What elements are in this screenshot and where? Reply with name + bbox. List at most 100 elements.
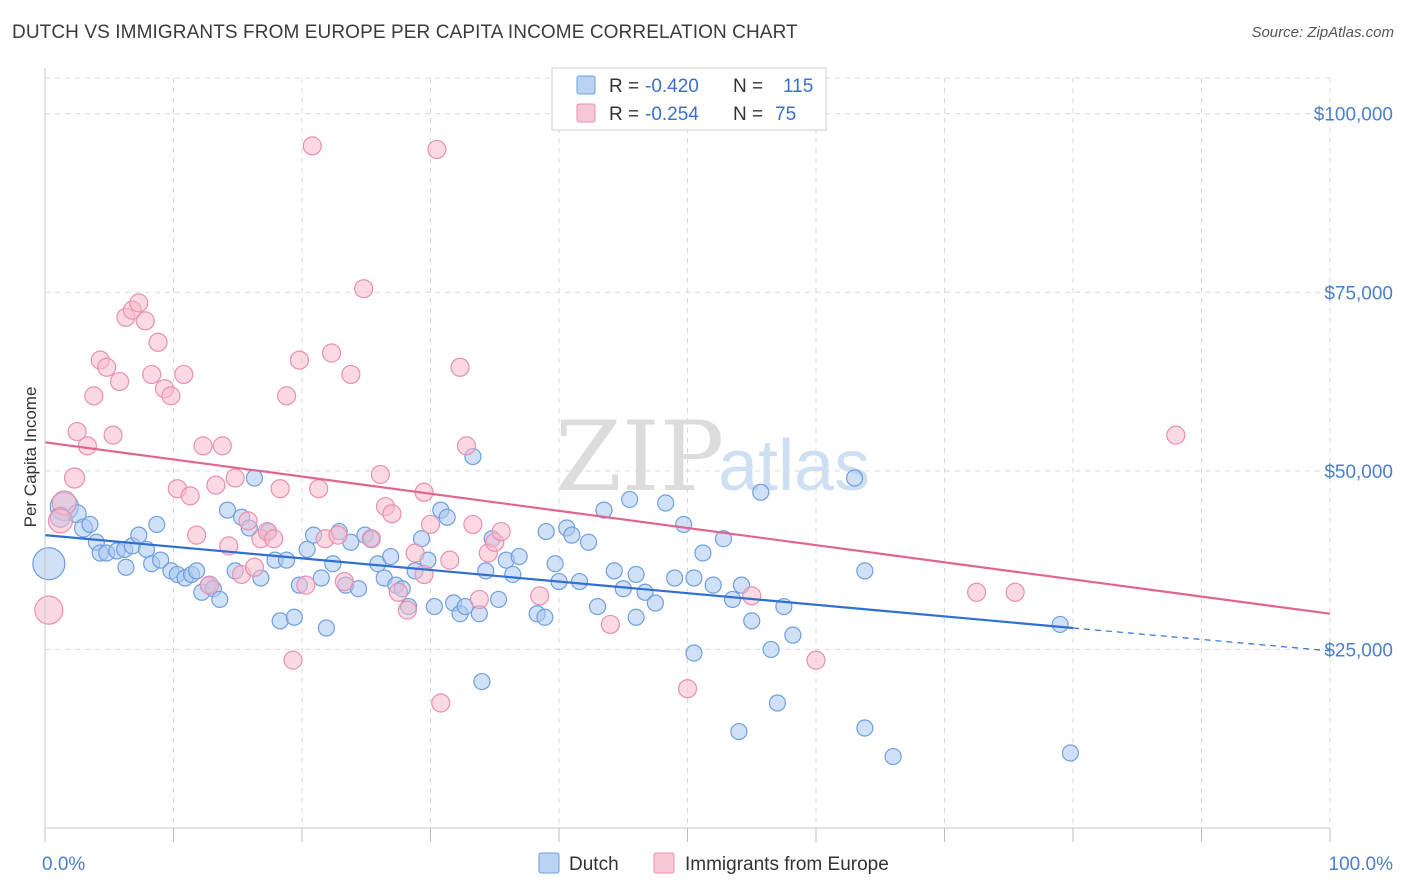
dutch-point (490, 590, 508, 609)
immigrants-point (1166, 425, 1186, 445)
immigrants-point (129, 293, 149, 313)
dutch-point (743, 612, 761, 630)
dutch-point (504, 565, 522, 584)
bottom-legend-dutch: Dutch (569, 854, 619, 875)
chart-title: DUTCH VS IMMIGRANTS FROM EUROPE PER CAPI… (12, 22, 798, 43)
y-tick-label: $50,000 (1324, 462, 1393, 483)
dutch-point (546, 555, 564, 573)
dutch-point (621, 490, 639, 509)
immigrants-point (806, 650, 826, 670)
y-tick-label: $25,000 (1324, 640, 1393, 661)
chart-source: Source: ZipAtlas.com (1251, 24, 1394, 41)
legend-n-value-immigrants: 75 (775, 104, 796, 125)
axes: $25,000 $50,000 $75,000 $100,000 0.0% 100.0% (42, 68, 1393, 875)
bottom-legend-swatch-immigrants (653, 852, 675, 874)
dutch-point (627, 565, 645, 584)
immigrants-point (67, 421, 87, 442)
dutch-point (537, 522, 555, 541)
immigrants-point (296, 575, 316, 595)
immigrants-point (405, 543, 425, 563)
dutch-point (595, 501, 613, 519)
dutch-point (324, 555, 342, 573)
dutch-point (211, 590, 229, 609)
dutch-point (218, 501, 237, 519)
immigrants-point (382, 504, 402, 524)
dutch-point (438, 508, 456, 526)
dutch-point (32, 547, 66, 581)
y-axis-label: Per Capita Income (21, 387, 40, 528)
immigrants-point (334, 571, 355, 592)
immigrants-point (264, 529, 284, 549)
dutch-point (117, 558, 135, 576)
dutch-point (685, 644, 703, 662)
dutch-point (570, 572, 589, 591)
immigrants-point (309, 479, 329, 499)
immigrants-point (206, 475, 226, 495)
immigrants-point (289, 350, 310, 370)
dutch-point (245, 469, 264, 487)
immigrants-point (225, 468, 245, 488)
dutch-point (730, 722, 748, 741)
watermark-atlas: atlas (718, 426, 870, 506)
legend-n-value-dutch: 115 (783, 76, 813, 97)
immigrants-point (47, 508, 74, 534)
dutch-point (510, 547, 528, 566)
x-tick-label: 0.0% (42, 854, 85, 875)
dutch-point (646, 594, 664, 612)
dutch-point (588, 597, 607, 616)
immigrants-point (600, 614, 621, 635)
dutch-point (657, 494, 675, 512)
immigrants-point (238, 511, 258, 531)
immigrants-point (161, 386, 181, 406)
immigrants-point (463, 514, 483, 535)
dutch-point (188, 562, 206, 580)
immigrants-point (270, 479, 290, 499)
immigrants-point (742, 586, 762, 606)
dutch-point (856, 719, 874, 737)
legend-r-value-immigrants: -0.254 (645, 104, 699, 125)
immigrants-point (491, 521, 511, 542)
legend-top: R = -0.420 N = 115 R = -0.254 N = 75 (551, 67, 827, 131)
immigrants-point (244, 557, 265, 577)
dutch-point (768, 694, 787, 712)
immigrants-point (148, 332, 168, 352)
dutch-point (714, 530, 733, 548)
immigrants-point (212, 436, 232, 456)
immigrants-point (361, 529, 381, 549)
dutch-point (312, 569, 330, 587)
dutch-point (1051, 615, 1069, 634)
legend-bottom: Dutch Immigrants from Europe (538, 852, 889, 875)
bottom-legend-immigrants: Immigrants from Europe (685, 854, 889, 875)
dutch-point (271, 612, 289, 630)
legend-n-label-immigrants: N = (733, 104, 763, 125)
immigrants-point (431, 693, 451, 713)
immigrants-point (283, 650, 303, 670)
watermark: ZIP atlas (555, 401, 870, 513)
immigrants-point (1005, 582, 1025, 602)
watermark-zip: ZIP (555, 401, 724, 513)
immigrants-point (967, 582, 987, 602)
immigrants-point (302, 136, 322, 156)
dutch-point (285, 608, 303, 626)
immigrants-point (193, 436, 213, 456)
dutch-point (685, 569, 703, 587)
immigrants-point (427, 139, 447, 160)
immigrants-point (103, 425, 123, 445)
legend-n-label-dutch: N = (733, 76, 763, 97)
dutch-point (152, 551, 170, 569)
legend-box (551, 67, 827, 131)
dutch-point (762, 640, 780, 659)
immigrants-point (420, 514, 441, 535)
dutch-point (605, 562, 623, 580)
legend-r-value-dutch: -0.420 (645, 76, 699, 97)
dutch-point (473, 672, 491, 691)
dutch-point (579, 533, 598, 551)
trend-lines (44, 441, 1331, 652)
immigrants-point (456, 436, 477, 456)
immigrants-point (677, 679, 698, 699)
immigrants-point (530, 586, 550, 606)
immigrants-point (135, 311, 155, 331)
immigrants-point (397, 600, 417, 620)
immigrants-point (109, 371, 130, 392)
